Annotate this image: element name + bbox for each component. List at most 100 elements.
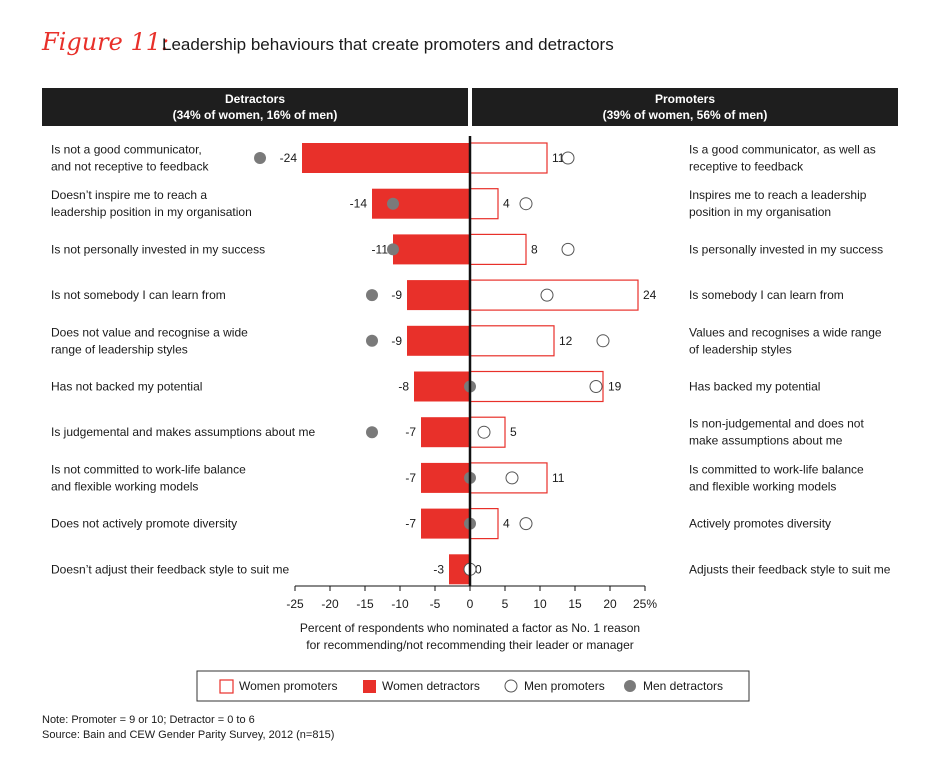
women-detractor-value-label: -11: [372, 242, 389, 256]
women-detractor-value-label: -9: [391, 334, 402, 348]
detractor-row-label: Is not committed to work-life balance: [51, 462, 246, 476]
legend-swatch-women-detractors: [363, 680, 376, 693]
detractor-row-label: Doesn’t inspire me to reach a: [51, 188, 207, 202]
legend-box: [196, 670, 750, 702]
women-promoter-value-label: 24: [643, 288, 657, 302]
women-promoter-value-label: 11: [552, 471, 565, 485]
detractor-row-label: leadership position in my organisation: [51, 205, 252, 219]
promoter-row-label: Adjusts their feedback style to suit me: [689, 562, 891, 576]
women-promoter-bar: [469, 142, 548, 174]
women-detractor-bar: [372, 188, 470, 219]
promoter-row-label: Is somebody I can learn from: [689, 288, 844, 302]
detractor-row-label: Is not somebody I can learn from: [51, 288, 226, 302]
detractors-header-bg: [42, 88, 468, 126]
men-promoter-marker: [505, 471, 519, 485]
detractor-row-label: Is not personally invested in my success: [51, 242, 265, 256]
men-promoter-marker: [519, 197, 533, 211]
women-detractor-bar: [421, 417, 470, 448]
promoter-row-label: and flexible working models: [689, 479, 836, 493]
detractors-header-title: Detractors: [225, 92, 285, 106]
detractor-row-label: range of leadership styles: [51, 342, 188, 356]
x-tick-label: 25%: [633, 597, 657, 611]
women-detractor-bar: [393, 234, 470, 265]
men-detractor-marker: [366, 334, 378, 347]
legend-swatch-men-promoters: [504, 679, 518, 693]
promoter-row-label: Values and recognises a wide range: [689, 325, 882, 339]
promoter-row-label: make assumptions about me: [689, 434, 843, 448]
detractor-row-label: and not receptive to feedback: [51, 160, 209, 174]
women-promoter-value-label: 4: [503, 197, 510, 211]
women-detractor-value-label: -7: [405, 471, 416, 485]
footnote-source: Source: Bain and CEW Gender Parity Surve…: [42, 729, 334, 741]
legend-swatch-men-detractors: [624, 680, 636, 692]
women-detractor-value-label: -24: [280, 151, 298, 165]
promoter-row-label: Is a good communicator, as well as: [689, 143, 876, 157]
women-detractor-bar: [407, 280, 470, 311]
men-promoter-marker: [596, 334, 610, 348]
legend-label: Men detractors: [643, 679, 723, 693]
x-tick-label: 15: [568, 597, 582, 611]
x-tick-label: -10: [391, 597, 409, 611]
x-tick-label: 5: [502, 597, 509, 611]
women-detractor-bar: [302, 143, 470, 173]
women-promoter-bar: [469, 188, 499, 220]
legend-swatch-women-promoters: [219, 679, 234, 694]
women-detractor-value-label: -9: [391, 288, 402, 302]
women-promoter-bar: [469, 370, 604, 403]
footnote-note: Note: Promoter = 9 or 10; Detractor = 0 …: [42, 714, 255, 726]
detractor-row-label: and flexible working models: [51, 479, 198, 493]
women-detractor-bar: [421, 462, 470, 493]
women-promoter-bar: [469, 233, 527, 265]
legend: Women promoters Women detractors Men promo…: [196, 670, 750, 702]
x-tick-label: 10: [533, 597, 547, 611]
detractors-header-subtitle: (34% of women, 16% of men): [173, 108, 338, 122]
women-promoter-value-label: 0: [475, 562, 482, 576]
detractor-row-label: Does not value and recognise a wide: [51, 325, 248, 339]
plot-area: -24 11 Is not a good communicator, and not …: [51, 136, 891, 611]
women-promoter-value-label: 11: [552, 151, 565, 165]
x-tick-label: -5: [430, 597, 441, 611]
detractor-row-label: Is judgemental and makes assumptions abo…: [51, 425, 315, 439]
promoter-row-label: position in my organisation: [689, 205, 831, 219]
women-detractor-bar: [449, 554, 470, 585]
men-detractor-marker: [387, 197, 399, 210]
detractor-row-label: Is not a good communicator,: [51, 143, 202, 157]
promoter-row-label: Actively promotes diversity: [689, 517, 831, 531]
men-detractor-marker: [366, 289, 378, 302]
promoter-row-label: receptive to feedback: [689, 160, 804, 174]
promoter-row-label: Is committed to work-life balance: [689, 462, 864, 476]
women-detractor-value-label: -14: [350, 197, 368, 211]
men-promoter-marker: [561, 151, 575, 165]
women-promoter-bar: [469, 325, 555, 357]
legend-label: Men promoters: [524, 679, 605, 693]
legend-label: Women promoters: [239, 679, 337, 693]
women-promoter-value-label: 19: [608, 380, 622, 394]
women-detractor-value-label: -8: [398, 380, 409, 394]
men-promoter-marker: [589, 380, 603, 393]
women-detractor-bar: [407, 325, 470, 356]
promoter-row-label: Is non-judgemental and does not: [689, 417, 864, 431]
women-promoter-bar: [469, 279, 639, 311]
women-detractor-value-label: -7: [405, 517, 416, 531]
promoters-header-title: Promoters: [655, 92, 715, 106]
women-promoter-value-label: 5: [510, 425, 517, 439]
promoters-header-bg: [472, 88, 898, 126]
men-detractor-marker: [254, 152, 266, 164]
promoters-header-subtitle: (39% of women, 56% of men): [603, 108, 768, 122]
chart-title: Leadership behaviours that create promot…: [162, 35, 614, 54]
men-promoter-marker: [477, 425, 491, 439]
women-detractor-value-label: -3: [433, 562, 444, 576]
women-detractor-bar: [421, 508, 470, 539]
promoter-row-label: Inspires me to reach a leadership: [689, 188, 867, 202]
men-promoter-marker: [540, 288, 554, 302]
x-tick-label: 0: [467, 597, 474, 611]
x-tick-label: -15: [356, 597, 374, 611]
promoter-row-label: Has backed my potential: [689, 380, 820, 394]
x-tick-label: -25: [286, 597, 304, 611]
women-detractor-bar: [414, 371, 470, 402]
men-detractor-marker: [387, 243, 399, 256]
detractor-row-label: Doesn’t adjust their feedback style to s…: [51, 562, 289, 576]
men-promoter-marker: [519, 517, 533, 531]
legend-label: Women detractors: [382, 679, 480, 693]
